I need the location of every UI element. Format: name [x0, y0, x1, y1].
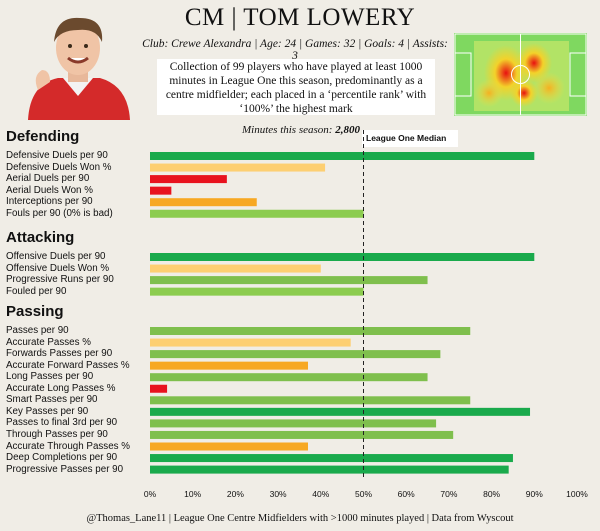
- page-title: CM | TOM LOWERY: [184, 4, 416, 31]
- bar-offensive-duels-won: [150, 264, 321, 273]
- bar-defensive-duels-won: [150, 163, 326, 172]
- metric-label: Deep Completions per 90: [6, 452, 118, 464]
- metric-label: Accurate Forward Passes %: [6, 359, 130, 371]
- bar-interceptions-per-90: [150, 198, 257, 207]
- bar-passes-per-90: [150, 327, 471, 335]
- metric-label: Aerial Duels per 90: [6, 173, 90, 185]
- metric-label: Fouled per 90: [6, 285, 67, 297]
- metric-label: Accurate Long Passes %: [6, 382, 116, 394]
- description-box: Collection of 99 players who have played…: [157, 59, 435, 115]
- x-tick-label: 20%: [226, 489, 244, 499]
- x-tick-label: 60%: [397, 489, 415, 499]
- metric-label: Accurate Through Passes %: [6, 440, 130, 452]
- footer-credit: @Thomas_Lane11 | League One Centre Midfi…: [86, 513, 514, 524]
- metric-label: Offensive Duels per 90: [6, 251, 106, 262]
- x-tick-label: 40%: [312, 489, 330, 499]
- x-tick-label: 80%: [483, 489, 501, 499]
- metric-label: Passes to final 3rd per 90: [6, 417, 118, 429]
- bar-accurate-long-passes: [150, 384, 168, 393]
- bar-forwards-passes-per-90: [150, 350, 441, 359]
- bar-passes-to-final-3rd-per-90: [150, 419, 437, 428]
- metric-label: Defensive Duels Won %: [6, 161, 112, 173]
- bar-progressive-passes-per-90: [150, 465, 509, 474]
- x-tick-label: 100%: [566, 489, 588, 499]
- bar-aerial-duels-per-90: [150, 175, 227, 184]
- metric-label: Defensive Duels per 90: [6, 150, 108, 161]
- metric-label: Progressive Passes per 90: [6, 463, 124, 475]
- section-heading-defending: Defending: [6, 128, 80, 145]
- metric-label: Interceptions per 90: [6, 196, 93, 208]
- minutes-played: Minutes this season: 2,800: [242, 124, 360, 136]
- bar-through-passes-per-90: [150, 430, 454, 439]
- minutes-value: 2,800: [335, 124, 360, 136]
- section-heading-attacking: Attacking: [6, 229, 75, 246]
- x-tick-label: 30%: [269, 489, 287, 499]
- metric-label: Smart Passes per 90: [6, 394, 98, 406]
- bar-progressive-runs-per-90: [150, 276, 428, 285]
- x-tick-label: 10%: [184, 489, 202, 499]
- bar-smart-passes-per-90: [150, 396, 471, 405]
- bar-accurate-passes: [150, 338, 351, 347]
- heatmap-pitch: [454, 33, 587, 116]
- bar-fouled-per-90: [150, 287, 364, 296]
- player-photo: [18, 6, 138, 120]
- minutes-label: Minutes this season:: [242, 124, 333, 136]
- metric-label: Fouls per 90 (0% is bad): [6, 207, 113, 219]
- x-tick-label: 90%: [525, 489, 543, 499]
- bar-aerial-duels-won: [150, 186, 172, 195]
- bar-fouls-per-90-0-is-bad: [150, 209, 364, 218]
- bar-defensive-duels-per-90: [150, 152, 535, 160]
- metric-label: Offensive Duels Won %: [6, 262, 110, 274]
- metric-label: Forwards Passes per 90: [6, 348, 113, 360]
- x-tick-label: 70%: [440, 489, 458, 499]
- bar-long-passes-per-90: [150, 373, 428, 382]
- bar-accurate-through-passes: [150, 442, 308, 451]
- metric-label: Progressive Runs per 90: [6, 274, 114, 286]
- player-info-subtitle: Club: Crewe Alexandra | Age: 24 | Games:…: [142, 38, 448, 62]
- metric-label: Accurate Passes %: [6, 336, 91, 348]
- metric-label: Passes per 90: [6, 325, 69, 336]
- bar-accurate-forward-passes: [150, 361, 308, 370]
- x-tick-label: 0%: [143, 489, 157, 499]
- median-label: League One Median: [362, 130, 458, 147]
- bar-deep-completions-per-90: [150, 454, 513, 463]
- bar-key-passes-per-90: [150, 407, 531, 416]
- metric-label: Aerial Duels Won %: [6, 184, 93, 196]
- metric-label: Through Passes per 90: [6, 428, 108, 440]
- metric-label: Key Passes per 90: [6, 405, 89, 417]
- section-heading-passing: Passing: [6, 303, 64, 320]
- x-tick-label: 50%: [354, 489, 373, 499]
- bar-offensive-duels-per-90: [150, 253, 535, 261]
- metric-label: Long Passes per 90: [6, 371, 94, 383]
